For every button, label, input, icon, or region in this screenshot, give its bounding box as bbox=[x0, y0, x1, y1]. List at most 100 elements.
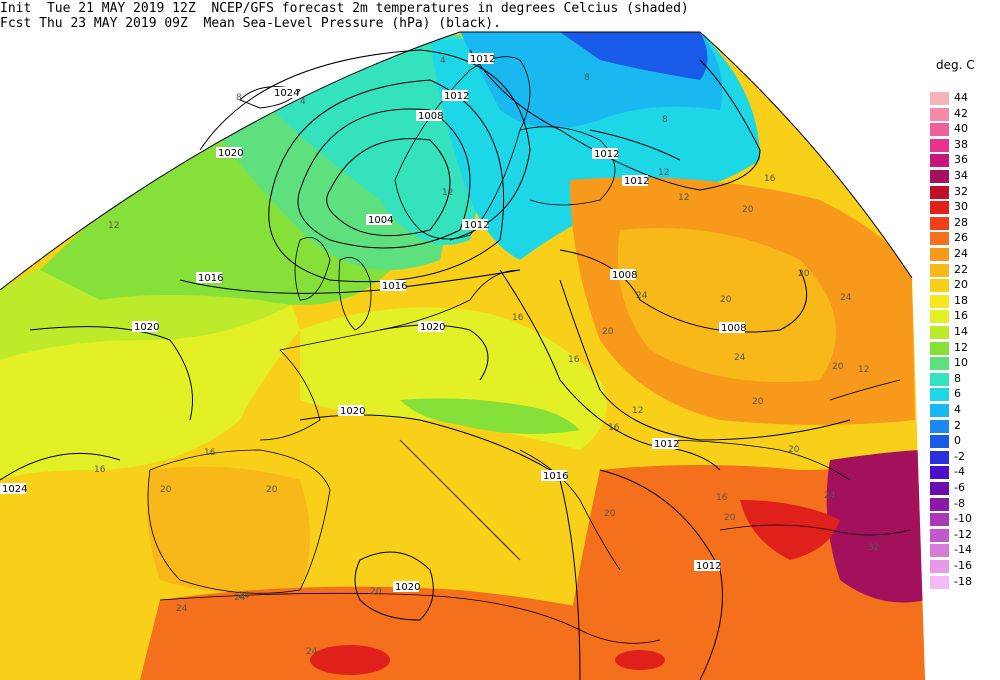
temp-label: 24 bbox=[176, 604, 188, 614]
legend-label: 42 bbox=[954, 106, 968, 120]
legend-label: 6 bbox=[954, 387, 961, 401]
legend-item: 14 bbox=[930, 324, 990, 339]
isobar-label: 1020 bbox=[218, 148, 243, 159]
legend-item: 12 bbox=[930, 340, 990, 355]
legend-swatch bbox=[930, 497, 949, 511]
legend-item: 4 bbox=[930, 402, 990, 417]
legend-swatch bbox=[930, 560, 949, 573]
isobar-label: 1016 bbox=[543, 471, 568, 482]
isobar-label: 1012 bbox=[444, 91, 469, 102]
legend-item: 26 bbox=[930, 230, 990, 246]
temp-label: 12 bbox=[442, 188, 453, 198]
temp-label: 16 bbox=[94, 465, 106, 475]
temp-label: 16 bbox=[716, 493, 728, 503]
temp-label: 20 bbox=[370, 587, 382, 597]
temp-label: 16 bbox=[512, 313, 524, 323]
legend-swatch bbox=[930, 404, 949, 417]
isobar-label: 1004 bbox=[368, 215, 393, 226]
temp-label: 20 bbox=[266, 485, 278, 495]
legend-label: 44 bbox=[954, 91, 968, 104]
legend-item: 18 bbox=[930, 293, 990, 308]
temp-label: 16 bbox=[608, 423, 620, 433]
legend-item: 10 bbox=[930, 355, 990, 371]
legend-label: 2 bbox=[954, 418, 961, 432]
legend-label: 18 bbox=[954, 293, 968, 307]
legend-swatch bbox=[930, 450, 949, 464]
legend-swatch bbox=[930, 435, 949, 449]
legend-item: 38 bbox=[930, 137, 990, 152]
isobar-label: 1012 bbox=[696, 561, 721, 572]
isobar-label: 1016 bbox=[382, 281, 407, 292]
temp-label: 20 bbox=[832, 362, 844, 372]
legend-label: -8 bbox=[954, 496, 965, 510]
legend-swatch bbox=[930, 123, 949, 137]
temp-label: 8 bbox=[236, 93, 242, 103]
temp-label: 16 bbox=[568, 355, 580, 365]
legend-swatch bbox=[930, 372, 949, 386]
legend-swatch bbox=[930, 279, 949, 293]
legend-swatch bbox=[930, 92, 949, 105]
legend-label: -2 bbox=[954, 449, 965, 463]
legend-label: 14 bbox=[954, 325, 968, 338]
legend-item: -2 bbox=[930, 449, 990, 464]
temp-label: 20 bbox=[602, 327, 614, 337]
legend-label: 34 bbox=[954, 169, 968, 182]
temp-label: 16 bbox=[204, 448, 216, 458]
legend-item: 16 bbox=[930, 308, 990, 324]
isobar-label: 1020 bbox=[420, 322, 445, 333]
legend-label: 26 bbox=[954, 231, 968, 245]
temp-label: 20 bbox=[788, 445, 800, 455]
isobar-label: 1012 bbox=[594, 149, 619, 160]
legend-label: 12 bbox=[954, 340, 968, 354]
temp-label: 8 bbox=[584, 73, 590, 83]
legend-item: 30 bbox=[930, 199, 990, 215]
legend-swatch bbox=[930, 513, 949, 527]
legend-swatch bbox=[930, 341, 949, 355]
legend-item: 0 bbox=[930, 433, 990, 449]
isobar-labels: 1024 1020 1016 1012 1008 1004 1012 1012 … bbox=[0, 53, 746, 593]
legend-label: -4 bbox=[954, 465, 965, 479]
legend-label: 30 bbox=[954, 200, 968, 214]
legend-item: 44 bbox=[930, 90, 990, 105]
legend-item: 28 bbox=[930, 215, 990, 230]
temp-label: 24 bbox=[734, 353, 746, 363]
temperature-field bbox=[0, 32, 925, 680]
legend-swatch bbox=[930, 544, 949, 558]
legend-item: 32 bbox=[930, 184, 990, 199]
isobar-label: 1020 bbox=[395, 582, 420, 593]
temp-label: 8 bbox=[662, 115, 668, 125]
header-init-line: Init Tue 21 MAY 2019 12Z NCEP/GFS foreca… bbox=[0, 1, 689, 16]
legend-swatch bbox=[930, 232, 949, 246]
legend-swatch bbox=[930, 154, 949, 168]
legend-swatch bbox=[930, 419, 949, 433]
legend-item: 42 bbox=[930, 106, 990, 121]
legend-label: 0 bbox=[954, 434, 961, 448]
legend-label: 38 bbox=[954, 137, 968, 151]
legend-item: -16 bbox=[930, 558, 990, 573]
legend-item: 22 bbox=[930, 262, 990, 277]
temp-label: 20 bbox=[752, 397, 764, 407]
legend-label: -14 bbox=[954, 543, 972, 557]
legend-item: 2 bbox=[930, 418, 990, 433]
legend-title: deg. C bbox=[936, 58, 975, 72]
legend-swatch bbox=[930, 185, 949, 199]
legend-item: 6 bbox=[930, 386, 990, 402]
legend-swatch bbox=[930, 310, 949, 324]
legend-swatch bbox=[930, 388, 949, 402]
temp-label: 20 bbox=[720, 295, 732, 305]
temp-label: 12 bbox=[658, 168, 669, 178]
legend-label: 28 bbox=[954, 215, 968, 229]
legend-label: 22 bbox=[954, 262, 968, 276]
legend-item: 24 bbox=[930, 246, 990, 261]
isobar-label: 1020 bbox=[134, 322, 159, 333]
isobars bbox=[0, 49, 851, 680]
legend-item: -4 bbox=[930, 464, 990, 480]
temp-label: 24 bbox=[840, 293, 852, 303]
legend-item: -18 bbox=[930, 574, 990, 589]
temp-label: 24 bbox=[234, 593, 246, 603]
legend-item: -6 bbox=[930, 480, 990, 495]
legend-label: -6 bbox=[954, 481, 965, 494]
legend-swatch bbox=[930, 107, 949, 121]
legend-item: 36 bbox=[930, 152, 990, 168]
temp-label: 24 bbox=[636, 291, 648, 301]
